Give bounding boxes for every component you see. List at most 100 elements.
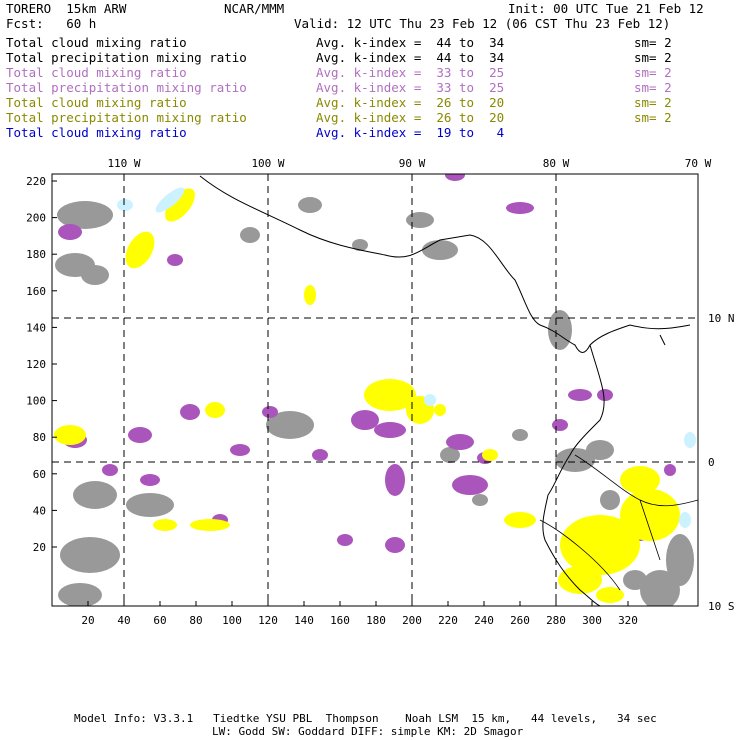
cloud-blob bbox=[568, 389, 592, 401]
x-tick-label: 320 bbox=[618, 614, 638, 627]
longitude-label: 70 W bbox=[685, 157, 712, 170]
y-tick-label: 140 bbox=[26, 321, 46, 334]
cloud-blob bbox=[424, 394, 436, 406]
cloud-blob bbox=[180, 404, 200, 420]
x-tick-label: 300 bbox=[582, 614, 602, 627]
cloud-blob bbox=[73, 481, 117, 509]
cloud-blob bbox=[128, 427, 152, 443]
cloud-blob bbox=[312, 449, 328, 461]
smoothing: sm= 2 bbox=[634, 95, 672, 110]
cloud-blob bbox=[304, 285, 316, 305]
cloud-blob bbox=[620, 489, 680, 541]
cloud-blob bbox=[472, 494, 488, 506]
cloud-blob bbox=[452, 475, 488, 495]
cloud-blob bbox=[125, 231, 155, 269]
k-index-range: Avg. k-index = 19 to 4 bbox=[316, 125, 505, 140]
cloud-blob bbox=[385, 537, 405, 553]
organization: NCAR/MMM bbox=[224, 1, 285, 16]
cloud-blob bbox=[167, 254, 183, 266]
cloud-blob bbox=[482, 449, 498, 461]
model-info-line1: Model Info: V3.3.1 Tiedtke YSU PBL Thomp… bbox=[74, 712, 657, 725]
k-index-range: Avg. k-index = 26 to 20 bbox=[316, 110, 505, 125]
x-tick-label: 100 bbox=[222, 614, 242, 627]
model-title: TORERO 15km ARW bbox=[6, 1, 127, 16]
latitude-label: 0 bbox=[708, 456, 715, 469]
longitude-label: 100 W bbox=[251, 157, 284, 170]
cloud-blob bbox=[153, 519, 177, 531]
longitude-label: 90 W bbox=[399, 157, 426, 170]
cloud-blob bbox=[57, 201, 113, 229]
cloud-blob bbox=[620, 466, 660, 494]
cloud-blob bbox=[440, 447, 460, 463]
cloud-blob bbox=[406, 212, 434, 228]
cloud-blob bbox=[512, 429, 528, 441]
cloud-blob bbox=[60, 537, 120, 573]
x-tick-label: 120 bbox=[258, 614, 278, 627]
y-tick-label: 60 bbox=[33, 468, 46, 481]
cloud-blob bbox=[385, 464, 405, 496]
field-name: Total precipitation mixing ratio bbox=[6, 110, 247, 125]
cloud-blob bbox=[558, 566, 602, 594]
cloud-blob bbox=[81, 265, 109, 285]
cloud-blob bbox=[446, 434, 474, 450]
x-tick-label: 240 bbox=[474, 614, 494, 627]
x-tick-label: 140 bbox=[294, 614, 314, 627]
smoothing: sm= 2 bbox=[634, 50, 672, 65]
cloud-blob bbox=[555, 448, 595, 472]
x-tick-label: 20 bbox=[81, 614, 94, 627]
cloud-blob bbox=[422, 240, 458, 260]
cloud-blob bbox=[586, 440, 614, 460]
cloud-blob bbox=[552, 419, 568, 431]
cloud-blob bbox=[298, 197, 322, 213]
cloud-blob bbox=[679, 512, 691, 528]
valid-time: Valid: 12 UTC Thu 23 Feb 12 (06 CST Thu … bbox=[294, 16, 671, 31]
cloud-blob bbox=[205, 402, 225, 418]
cloud-blob bbox=[597, 389, 613, 401]
x-tick-label: 260 bbox=[510, 614, 530, 627]
smoothing: sm= 2 bbox=[634, 35, 672, 50]
cloud-blob bbox=[190, 519, 230, 531]
cloud-blob bbox=[506, 202, 534, 214]
x-tick-label: 80 bbox=[189, 614, 202, 627]
y-tick-label: 200 bbox=[26, 212, 46, 225]
country-borders bbox=[539, 454, 698, 591]
cloud-blob bbox=[230, 444, 250, 456]
x-tick-label: 160 bbox=[330, 614, 350, 627]
field-name: Total cloud mixing ratio bbox=[6, 125, 187, 140]
cloud-blob bbox=[596, 587, 624, 603]
cloud-blob bbox=[58, 224, 82, 240]
cloud-blob bbox=[351, 410, 379, 430]
field-name: Total cloud mixing ratio bbox=[6, 35, 187, 50]
cloud-blob bbox=[54, 425, 86, 445]
cloud-blob bbox=[337, 534, 353, 546]
cloud-blob bbox=[266, 411, 314, 439]
smoothing: sm= 2 bbox=[634, 65, 672, 80]
k-index-range: Avg. k-index = 44 to 34 bbox=[316, 50, 505, 65]
field-name: Total precipitation mixing ratio bbox=[6, 50, 247, 65]
cloud-blob bbox=[58, 583, 102, 606]
cloud-blob bbox=[504, 512, 536, 528]
field-name: Total cloud mixing ratio bbox=[6, 95, 187, 110]
field-name: Total precipitation mixing ratio bbox=[6, 80, 247, 95]
y-tick-label: 180 bbox=[26, 248, 46, 261]
cloud-blob bbox=[434, 404, 446, 416]
y-tick-label: 160 bbox=[26, 285, 46, 298]
longitude-label: 80 W bbox=[543, 157, 570, 170]
model-info-line2: LW: Godd SW: Goddard DIFF: simple KM: 2D… bbox=[212, 725, 524, 738]
cloud-blob bbox=[600, 490, 620, 510]
k-index-range: Avg. k-index = 44 to 34 bbox=[316, 35, 505, 50]
cloud-blob bbox=[117, 199, 133, 211]
forecast-hour: Fcst: 60 h bbox=[6, 16, 97, 31]
x-tick-label: 40 bbox=[117, 614, 130, 627]
cloud-blob bbox=[445, 174, 465, 181]
x-tick-label: 180 bbox=[366, 614, 386, 627]
k-index-range: Avg. k-index = 26 to 20 bbox=[316, 95, 505, 110]
cloud-blob bbox=[560, 515, 640, 575]
y-tick-label: 20 bbox=[33, 541, 46, 554]
smoothing: sm= 2 bbox=[634, 110, 672, 125]
cloud-blob bbox=[364, 379, 416, 411]
cloud-blob bbox=[374, 422, 406, 438]
x-tick-label: 220 bbox=[438, 614, 458, 627]
cloud-blob bbox=[262, 406, 278, 418]
